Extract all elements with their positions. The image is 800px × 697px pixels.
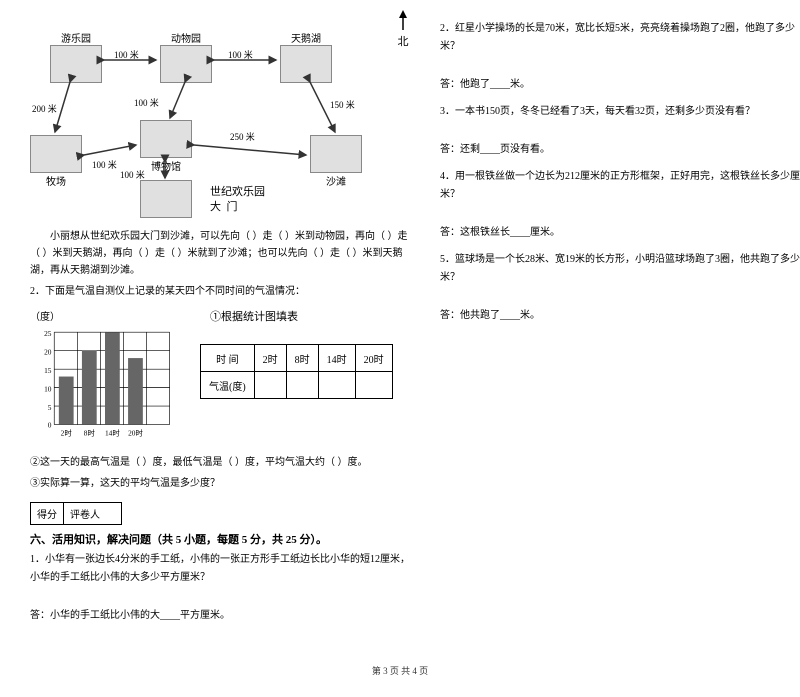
svg-text:8时: 8时 (84, 429, 96, 438)
label-museum: 博物馆 (151, 162, 181, 173)
img-amusement (50, 45, 102, 83)
svg-text:5: 5 (48, 403, 52, 412)
dist-lake-beach: 150 米 (330, 98, 355, 111)
node-ranch: 牧场 (30, 135, 82, 188)
compass-label: 北 (396, 33, 410, 49)
rq5-ans: 答：他共跑了____米。 (440, 307, 800, 324)
q2-intro: 2．下面是气温自测仪上记录的某天四个不同时间的气温情况： (30, 283, 410, 300)
bar-chart: 25 20 15 10 5 0 2时 8时 14时 20时 (30, 323, 180, 443)
q6-1-answer: 答：小华的手工纸比小伟的大____平方厘米。 (30, 607, 410, 624)
svg-text:14时: 14时 (105, 429, 120, 438)
node-museum: 博物馆 (140, 120, 192, 173)
rq5: 5．篮球场是一个长28米、宽19米的长方形，小明沿篮球场跑了3圈，他共跑了多少米… (440, 251, 800, 287)
svg-text:0: 0 (48, 420, 52, 429)
th-20: 20时 (355, 345, 392, 372)
y-axis-label: （度） (30, 308, 180, 323)
svg-text:20时: 20时 (128, 429, 143, 438)
left-column: 北 游乐园 动物园 天鹅湖 牧场 博物馆 (30, 20, 410, 634)
page-footer: 第 3 页 共 4 页 (30, 664, 770, 677)
dist-zoo-museum: 100 米 (134, 96, 159, 109)
node-amusement: 游乐园 (50, 30, 102, 83)
label-lake: 天鹅湖 (291, 34, 321, 45)
dist-amusement-ranch: 200 米 (32, 102, 57, 115)
svg-text:15: 15 (44, 366, 52, 375)
label-beach: 沙滩 (326, 177, 346, 188)
node-gate (140, 180, 192, 218)
right-column: 2．红星小学操场的长是70米，宽比长短5米，亮亮绕着操场跑了2圈，他跑了多少米？… (440, 20, 800, 634)
q2-sub3: ③实际算一算，这天的平均气温是多少度？ (30, 475, 410, 492)
table-title: ①根据统计图填表 (210, 308, 393, 324)
th-time: 时 间 (201, 345, 255, 372)
th-2: 2时 (254, 345, 286, 372)
table-row: 时 间 2时 8时 14时 20时 (201, 345, 393, 372)
rq4-ans: 答：这根铁丝长____厘米。 (440, 224, 800, 241)
dist-amusement-zoo: 100 米 (114, 48, 139, 61)
rq2: 2．红星小学操场的长是70米，宽比长短5米，亮亮绕着操场跑了2圈，他跑了多少米？ (440, 20, 800, 56)
label-ranch: 牧场 (46, 177, 66, 188)
img-ranch (30, 135, 82, 173)
row-temp-label: 气温(度) (201, 372, 255, 399)
svg-text:2时: 2时 (61, 429, 73, 438)
rq4: 4．用一根铁丝做一个边长为212厘米的正方形框架，正好用完，这根铁丝长多少厘米？ (440, 168, 800, 204)
weather-table: 时 间 2时 8时 14时 20时 气温(度) (200, 344, 393, 399)
img-lake (280, 45, 332, 83)
rq2-ans: 答：他跑了____米。 (440, 76, 800, 93)
svg-text:10: 10 (44, 384, 52, 393)
bar-chart-wrapper: （度） (30, 308, 180, 446)
img-gate (140, 180, 192, 218)
score-box: 得分 评卷人 (30, 502, 122, 525)
label-amusement: 游乐园 (61, 34, 91, 45)
dist-museum-gate: 100 米 (120, 168, 145, 181)
page-container: 北 游乐园 动物园 天鹅湖 牧场 博物馆 (30, 20, 770, 634)
svg-text:25: 25 (44, 329, 52, 338)
img-museum (140, 120, 192, 158)
node-beach: 沙滩 (310, 135, 362, 188)
score-label: 得分 (31, 503, 64, 524)
section6-title: 六、活用知识，解决问题（共 5 小题，每题 5 分，共 25 分）。 (30, 531, 410, 547)
compass-north: 北 (396, 10, 410, 49)
label-zoo: 动物园 (171, 34, 201, 45)
cell-blank[interactable] (286, 372, 318, 399)
q6-1: 1．小华有一张边长4分米的手工纸，小伟的一张正方形手工纸边长比小华的短12厘米，… (30, 551, 410, 587)
table-row: 气温(度) (201, 372, 393, 399)
chart-section: （度） (30, 308, 410, 446)
cell-blank[interactable] (254, 372, 286, 399)
cell-blank[interactable] (355, 372, 392, 399)
img-beach (310, 135, 362, 173)
node-lake: 天鹅湖 (280, 30, 332, 83)
reviewer-label: 评卷人 (64, 503, 106, 524)
dist-ranch-museum: 100 米 (92, 158, 117, 171)
th-8: 8时 (286, 345, 318, 372)
dist-zoo-lake: 100 米 (228, 48, 253, 61)
cell-blank[interactable] (318, 372, 355, 399)
dist-museum-beach: 250 米 (230, 130, 255, 143)
rq3-ans: 答：还剩____页没有看。 (440, 141, 800, 158)
th-14: 14时 (318, 345, 355, 372)
label-gate: 世纪欢乐园大 门 (210, 185, 265, 216)
q2-sub2: ②这一天的最高气温是（ ）度，最低气温是（ ）度，平均气温大约（ ）度。 (30, 454, 410, 471)
park-map: 北 游乐园 动物园 天鹅湖 牧场 博物馆 (30, 20, 390, 220)
table-wrapper: ①根据统计图填表 时 间 2时 8时 14时 20时 气温(度) (200, 308, 393, 399)
img-zoo (160, 45, 212, 83)
rq3: 3．一本书150页，冬冬已经看了3天，每天看32页，还剩多少页没有看？ (440, 103, 800, 121)
q1-text: 小丽想从世纪欢乐园大门到沙滩，可以先向（ ）走（ ）米到动物园，再向（ ）走（ … (30, 228, 410, 279)
node-zoo: 动物园 (160, 30, 212, 83)
svg-text:20: 20 (44, 347, 52, 356)
